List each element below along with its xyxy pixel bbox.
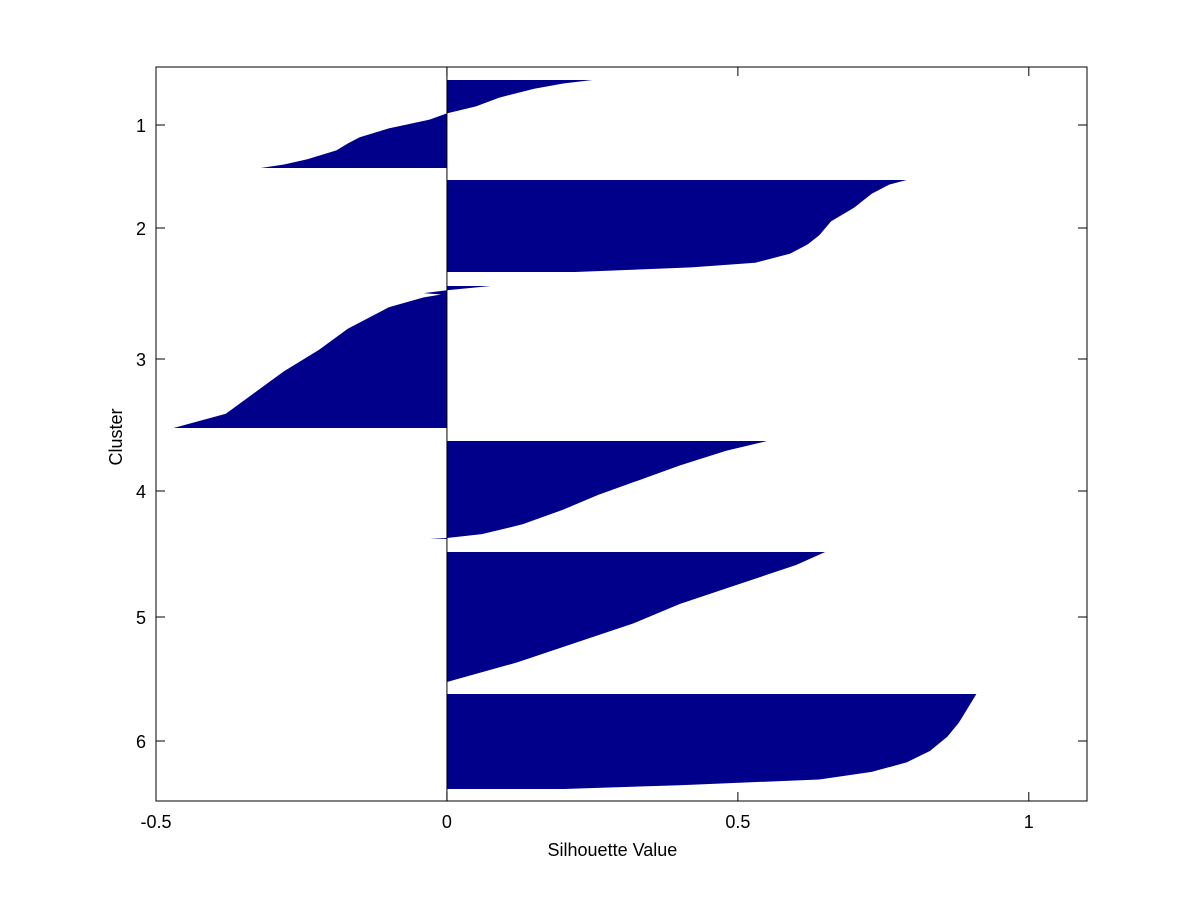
y-tick-label: 6: [136, 732, 146, 752]
cluster-6-silhouette-bars: [446, 694, 977, 789]
x-tick-label: 1: [1024, 812, 1034, 832]
x-tick-label: 0: [442, 812, 452, 832]
y-tick-label: 1: [136, 116, 146, 136]
x-tick-label: -0.5: [140, 812, 171, 832]
y-axis-label: Cluster: [106, 408, 126, 465]
cluster-4-silhouette-bars: [429, 441, 767, 539]
x-axis-label: Silhouette Value: [548, 840, 678, 860]
x-tick-label: 0.5: [725, 812, 750, 832]
cluster-1-silhouette-bars: [260, 80, 593, 168]
cluster-3-silhouette-bars: [173, 286, 491, 428]
plot-frame: [155, 66, 1088, 802]
cluster-5-silhouette-bars: [446, 552, 826, 682]
bars-layer: [173, 80, 977, 789]
y-tick-label: 2: [136, 219, 146, 239]
y-tick-label: 5: [136, 608, 146, 628]
ticks-layer: -0.5 0 0.5 1 1 2 3 4 5 6: [136, 67, 1087, 832]
y-tick-label: 3: [136, 350, 146, 370]
cluster-2-silhouette-bars: [446, 180, 907, 272]
y-tick-label: 4: [136, 482, 146, 502]
